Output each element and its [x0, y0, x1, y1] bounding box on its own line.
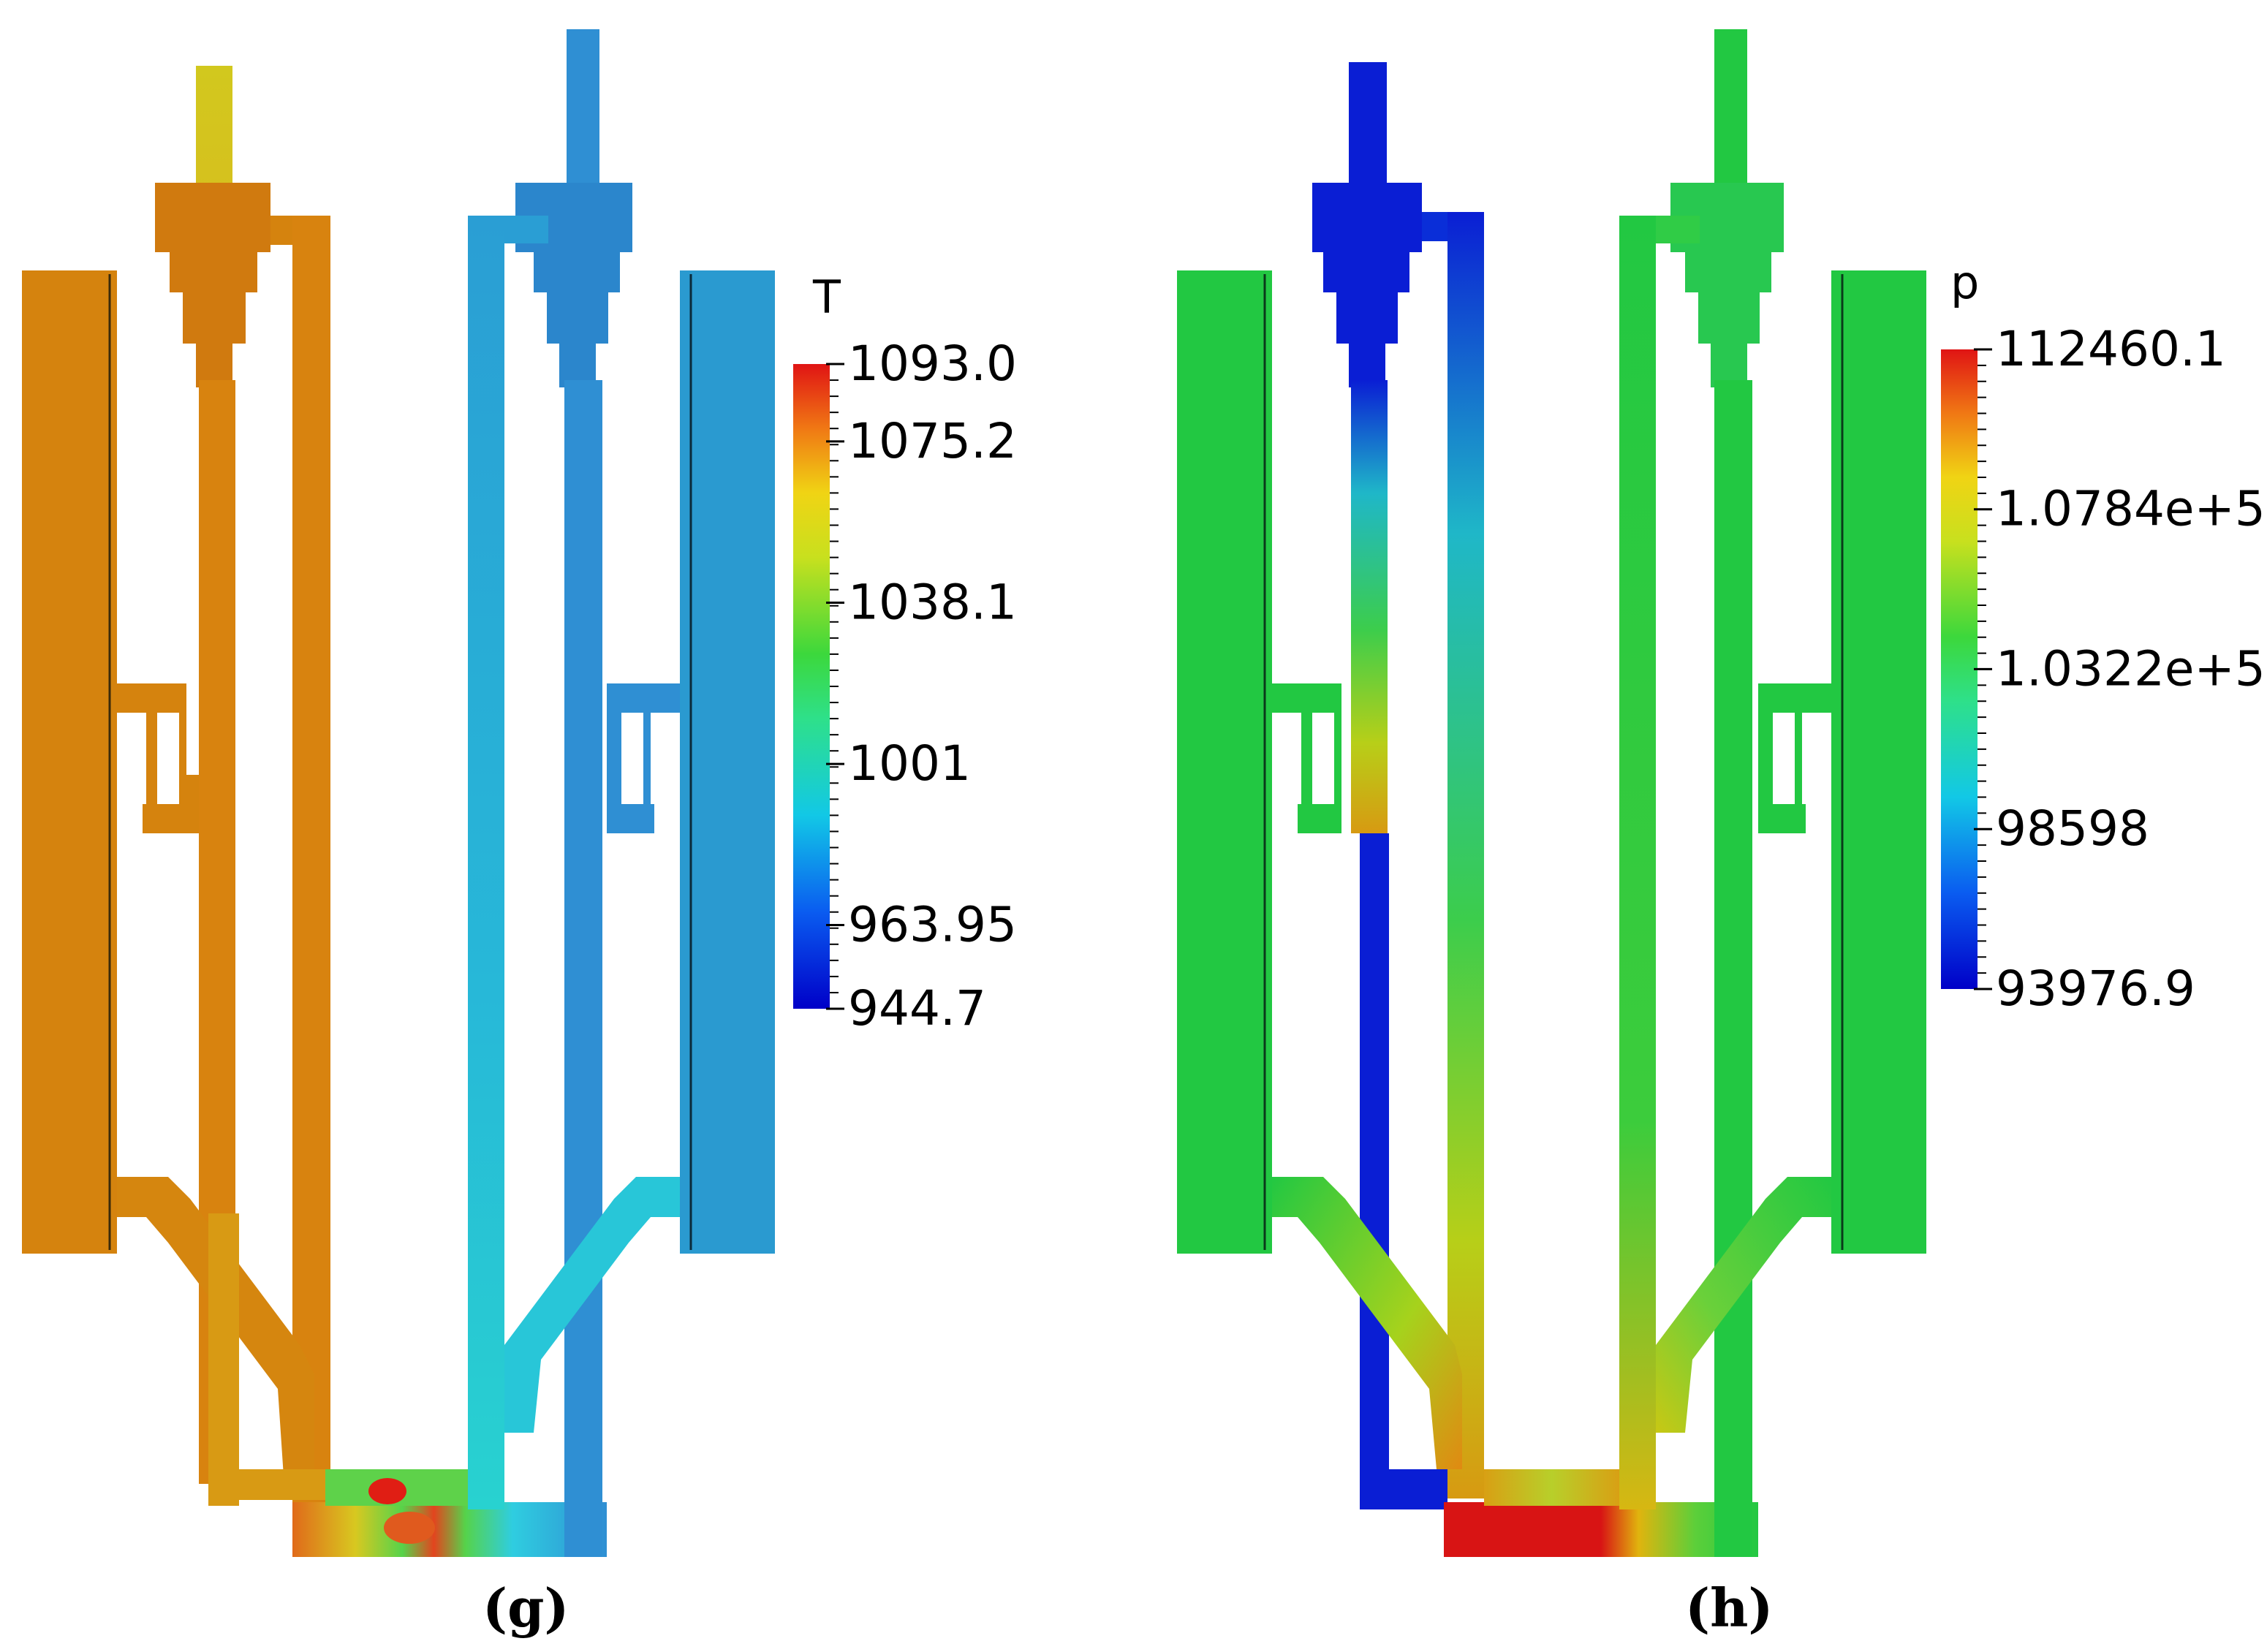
colorbar-tick-label: 1075.2: [848, 413, 1017, 469]
colorbar-tick-label: 944.7: [848, 980, 986, 1037]
bottom-distributor-h: [1444, 1502, 1758, 1557]
right-riser-top-h: [1714, 29, 1747, 197]
loop-vert-h: [1447, 212, 1484, 1498]
bottom-distributor-g: [292, 1502, 607, 1557]
blue-standpipe-h: [1360, 833, 1389, 1509]
left-seal-pot-h: [1272, 683, 1341, 833]
left-reactor-g: [22, 270, 117, 1254]
bottom-shelf-h: [1484, 1469, 1619, 1506]
right-standpipe-g: [564, 380, 602, 1557]
caption-h: (h): [1685, 1577, 1773, 1639]
right-reactor-h: [1831, 270, 1926, 1254]
caption-g: (g): [482, 1577, 569, 1639]
left-cyclone-h: [1312, 183, 1422, 387]
right-seal-pot-g: [607, 683, 684, 833]
right-riser-top-g: [567, 29, 599, 197]
blue-bottom-h: [1360, 1469, 1447, 1509]
right-standpipe-h: [1714, 380, 1752, 1557]
left-seal-pot-g: [117, 683, 199, 833]
colorbar-title-g: T: [812, 270, 841, 324]
right-diagonal-g: [504, 1177, 680, 1433]
colorbar-gradient-h: [1941, 349, 1978, 989]
left-reactor-h: [1177, 270, 1272, 1254]
colorbar-tick-label: 93976.9: [1996, 960, 2195, 1017]
colorbar-tick-label: 1038.1: [848, 575, 1017, 631]
colorbar-tick-label: 112460.1: [1996, 321, 2226, 377]
colorbar-tick-label: 963.95: [848, 897, 1017, 953]
right-seal-pot-h: [1758, 683, 1831, 833]
cyan-pipe-g: [468, 216, 504, 1509]
left-loop-vert-g: [292, 216, 330, 1502]
left-riser-top-g: [196, 66, 232, 205]
left-bottom-leg-g: [208, 1469, 325, 1500]
left-lower-pipe-g: [208, 1213, 239, 1506]
left-diagonal-h: [1272, 1177, 1462, 1469]
panel-h: [1177, 29, 1926, 1557]
left-cyclone-g: [155, 183, 270, 387]
hot-spot-2-g: [384, 1512, 435, 1544]
colorbar-tick-label: 1.0322e+5: [1996, 640, 2266, 697]
right-cyclone-g: [515, 183, 632, 387]
colorbar-h: p 112460.1 1.0784e+5 1.0322e+5 98598 93976.9: [1941, 256, 2266, 1017]
colorbar-g: T 1093.0 1075.2 1038.1 1001 963.95 944.7: [793, 270, 1017, 1037]
colorbar-gradient-g: [793, 364, 830, 1009]
right-diagonal-h: [1656, 1177, 1831, 1433]
colorbar-tick-label: 1001: [848, 735, 971, 792]
colorbar-tick-label: 98598: [1996, 800, 2149, 857]
right-cyclone-h: [1670, 183, 1784, 387]
colorbar-title-h: p: [1950, 256, 1979, 309]
mid-pipe-h: [1351, 380, 1388, 833]
panel-g: [22, 29, 775, 1557]
colorbar-tick-label: 1093.0: [848, 336, 1017, 392]
colorbar-tick-label: 1.0784e+5: [1996, 481, 2266, 537]
hot-spot-g: [368, 1478, 406, 1504]
right-reactor-g: [680, 270, 775, 1254]
right-loop-pipe-h: [1619, 216, 1656, 1509]
